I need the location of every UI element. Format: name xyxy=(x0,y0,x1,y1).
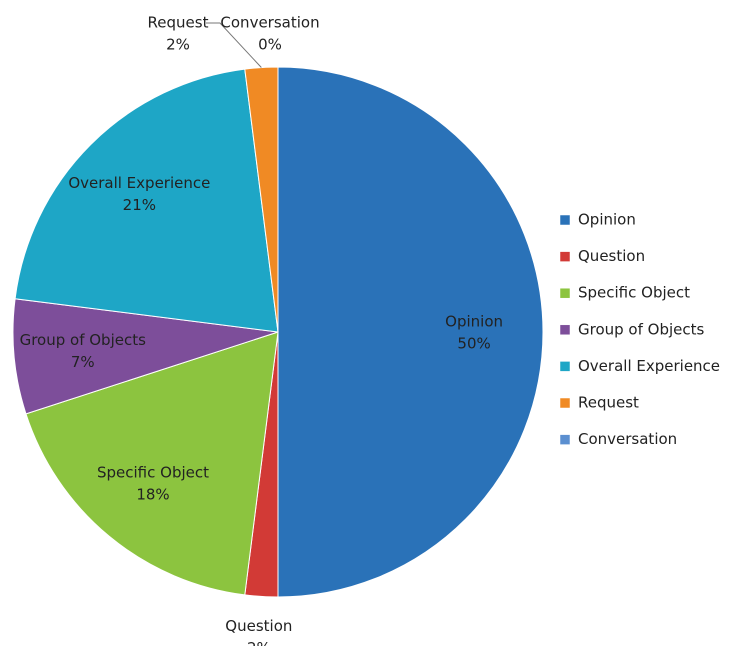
legend-label: Group of Objects xyxy=(578,320,705,338)
legend-swatch xyxy=(559,287,571,299)
slice-value: 21% xyxy=(123,196,156,214)
legend-label: Opinion xyxy=(578,211,636,229)
slice-label: Overall Experience xyxy=(68,174,210,192)
slice-label: Conversation xyxy=(220,14,319,32)
legend-swatch xyxy=(559,251,571,262)
slice-label: Opinion xyxy=(445,313,503,331)
legend-label: Overall Experience xyxy=(578,357,720,375)
slice-label: Question xyxy=(225,617,292,635)
pie-slice xyxy=(12,298,279,415)
slice-label: Specific Object xyxy=(97,464,209,482)
slice-label: Group of Objects xyxy=(20,331,147,349)
slice-value: 0% xyxy=(258,36,282,54)
slice-value: 50% xyxy=(457,335,490,353)
legend-swatch xyxy=(559,361,571,372)
pie-slice xyxy=(277,66,544,598)
leader-line xyxy=(206,22,262,68)
pie-slice xyxy=(14,68,279,333)
legend-label: Conversation xyxy=(578,430,677,448)
legend-swatch xyxy=(559,434,571,445)
pie-slice xyxy=(25,331,279,596)
slice-value: 18% xyxy=(136,486,169,504)
slice-value: 2% xyxy=(166,36,190,54)
legend-label: Specific Object xyxy=(578,284,690,302)
legend-label: Request xyxy=(578,394,639,412)
legend-swatch xyxy=(559,397,571,409)
legend-swatch xyxy=(559,324,571,336)
slice-value: 7% xyxy=(71,353,95,371)
slice-label: Request xyxy=(148,14,209,32)
legend-label: Question xyxy=(578,247,645,265)
slice-value: 2% xyxy=(247,639,271,646)
legend-swatch xyxy=(559,214,571,226)
